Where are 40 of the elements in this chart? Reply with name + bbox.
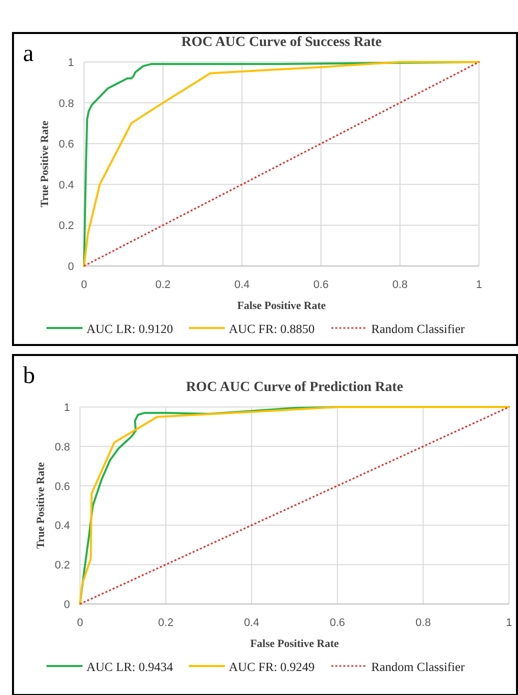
legend-label: Random Classifier [371,322,466,336]
x-tick-label: 0.2 [158,617,174,629]
chart-title: ROC AUC Curve of Prediction Rate [186,380,404,395]
legend-label: AUC LR: 0.9434 [86,660,174,674]
x-tick-label: 0 [80,279,88,291]
x-tick-label: 0.8 [416,617,431,629]
y-tick-label: 0.2 [54,560,70,572]
y-tick-label: 0.6 [54,480,70,493]
y-tick-label: 0.4 [54,520,70,532]
legend-label: Random Classifier [371,660,466,674]
x-tick-label: 0.2 [155,279,171,291]
legend-label: AUC LR: 0.9120 [86,322,173,336]
text: a [23,41,34,67]
y-tick-label: 1 [64,402,70,414]
y-tick-label: 0.4 [58,179,74,192]
x-axis-title: False Positive Rate [237,300,326,312]
x-tick-label: 0.8 [392,279,408,291]
legend-label: AUC FR: 0.8850 [228,322,315,336]
line-series [79,406,510,605]
text: b [23,363,35,389]
chart-title: ROC AUC Curve of Success Rate [181,35,382,50]
y-tick-label: 0.8 [58,98,74,110]
y-tick-label: 0.2 [58,220,74,232]
y-tick-label: 0.6 [58,138,74,151]
x-tick-label: 0.4 [234,279,250,291]
y-tick-label: 0 [64,599,70,611]
x-tick-label: 0.4 [244,617,260,629]
x-tick-label: 0.6 [313,279,329,291]
line-series [83,61,480,267]
x-tick-label: 0.6 [330,617,346,629]
y-axis-title: True Positive Rate [35,462,47,549]
y-tick-label: 0 [68,261,74,273]
x-tick-label: 0 [76,617,84,629]
y-tick-label: 1 [68,57,74,69]
x-axis-title: False Positive Rate [250,638,339,650]
x-tick-label: 1 [476,279,482,291]
y-tick-label: 0.8 [54,441,70,454]
x-tick-label: 1 [506,617,512,629]
y-axis-title: True Positive Rate [39,120,51,208]
legend-label: AUC FR: 0.9249 [228,660,315,674]
